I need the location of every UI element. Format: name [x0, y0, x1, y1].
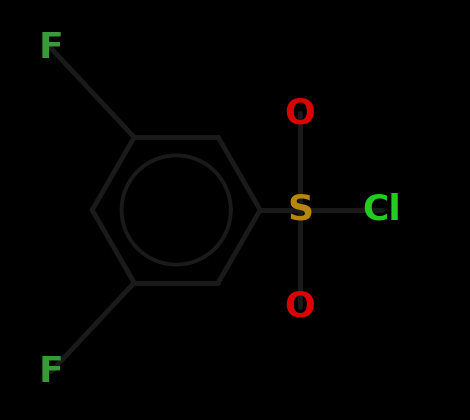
- Text: O: O: [285, 290, 315, 323]
- Text: S: S: [287, 193, 313, 227]
- Text: F: F: [39, 32, 63, 65]
- Text: O: O: [285, 97, 315, 130]
- Text: F: F: [39, 355, 63, 388]
- Text: Cl: Cl: [363, 193, 401, 227]
